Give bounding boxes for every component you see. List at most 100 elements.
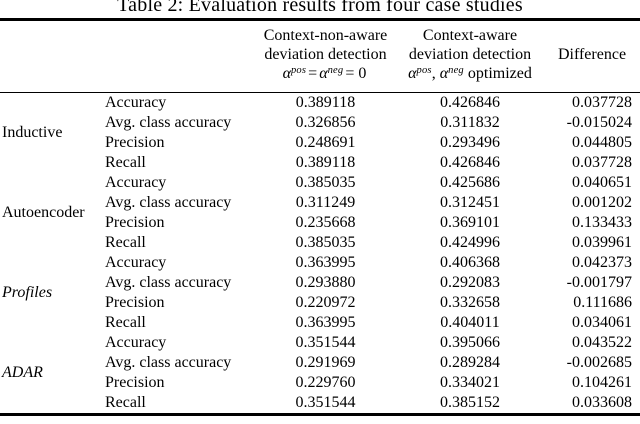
case-study-label-autoencoder: Autoencoder bbox=[2, 204, 85, 221]
value-context-aware: 0.425686 bbox=[440, 174, 500, 191]
value-context-aware: 0.369101 bbox=[440, 214, 500, 231]
value-context-aware: 0.289284 bbox=[440, 354, 500, 371]
header-line: deviation detection bbox=[264, 46, 387, 63]
superscript-pos: pos bbox=[416, 65, 432, 76]
metric-label: Precision bbox=[105, 134, 165, 151]
value-difference: -0.002685 bbox=[566, 354, 632, 371]
alpha-zero-formula: αpos = αneg = 0 bbox=[255, 64, 396, 83]
metric-label: Precision bbox=[105, 374, 165, 391]
evaluation-results-table: Context-non-aware deviation detection αp… bbox=[0, 18, 640, 416]
value-context-non-aware: 0.363995 bbox=[295, 314, 356, 331]
metric-label: Avg. class accuracy bbox=[105, 194, 232, 211]
column-header-context-non-aware: Context-non-aware deviation detection αp… bbox=[255, 19, 396, 93]
metric-label: Accuracy bbox=[105, 334, 167, 351]
table-row: Recall 0.351544 0.385152 0.033608 bbox=[0, 393, 640, 415]
value-context-aware: 0.311832 bbox=[440, 114, 500, 131]
case-study-label-inductive: Inductive bbox=[2, 124, 63, 141]
table-body: Inductive Accuracy 0.389118 0.426846 0.0… bbox=[0, 93, 640, 415]
metric-label: Recall bbox=[105, 314, 146, 331]
value-difference: 0.001202 bbox=[572, 194, 632, 211]
value-context-non-aware: 0.229760 bbox=[295, 374, 356, 391]
value-difference: 0.043522 bbox=[572, 334, 632, 351]
superscript-neg: neg bbox=[448, 65, 464, 76]
table-row: Precision 0.229760 0.334021 0.104261 bbox=[0, 373, 640, 393]
value-context-aware: 0.292083 bbox=[440, 274, 500, 291]
alpha-optimized-formula: αpos, αneg optimized bbox=[396, 64, 544, 83]
table-row: Autoencoder Accuracy 0.385035 0.425686 0… bbox=[0, 173, 640, 221]
table-row: ADAR Accuracy 0.351544 0.395066 0.043522 bbox=[0, 333, 640, 381]
optimized-text: optimized bbox=[467, 65, 532, 82]
value-difference: 0.104261 bbox=[572, 374, 632, 391]
value-context-non-aware: 0.385035 bbox=[295, 174, 356, 191]
header-line-empty bbox=[544, 26, 640, 45]
table-row: Precision 0.235668 0.369101 0.133433 bbox=[0, 213, 640, 233]
value-context-non-aware: 0.351544 bbox=[295, 394, 356, 411]
alpha-symbol: α bbox=[408, 65, 417, 82]
table-header: Context-non-aware deviation detection αp… bbox=[0, 19, 640, 93]
value-context-aware: 0.426846 bbox=[440, 154, 500, 171]
value-context-non-aware: 0.385035 bbox=[295, 234, 356, 251]
metric-label: Recall bbox=[105, 154, 146, 171]
alpha-symbol: α bbox=[282, 65, 291, 82]
value-context-non-aware: 0.291969 bbox=[295, 354, 356, 371]
table-row: Precision 0.248691 0.293496 0.044805 bbox=[0, 133, 640, 153]
value-context-aware: 0.332658 bbox=[440, 294, 500, 311]
value-context-aware: 0.385152 bbox=[440, 394, 500, 411]
table-row: Inductive Accuracy 0.389118 0.426846 0.0… bbox=[0, 93, 640, 141]
value-difference: 0.039961 bbox=[572, 234, 632, 251]
value-context-aware: 0.424996 bbox=[440, 234, 500, 251]
table-row: Profiles Accuracy 0.363995 0.406368 0.04… bbox=[0, 253, 640, 301]
value-context-aware: 0.404011 bbox=[440, 314, 500, 331]
value-context-aware: 0.406368 bbox=[440, 254, 500, 271]
value-difference: 0.040651 bbox=[572, 174, 632, 191]
value-difference: 0.037728 bbox=[572, 94, 632, 111]
value-context-non-aware: 0.351544 bbox=[295, 334, 356, 351]
metric-label: Recall bbox=[105, 394, 146, 411]
column-header-context-aware: Context-aware deviation detection αpos, … bbox=[396, 19, 544, 93]
value-context-non-aware: 0.326856 bbox=[295, 114, 356, 131]
metric-label: Avg. class accuracy bbox=[105, 114, 232, 131]
header-row: Context-non-aware deviation detection αp… bbox=[0, 19, 640, 93]
value-context-non-aware: 0.293880 bbox=[295, 274, 356, 291]
value-difference: 0.034061 bbox=[572, 314, 632, 331]
metric-label: Precision bbox=[105, 294, 165, 311]
metric-label: Recall bbox=[105, 234, 146, 251]
table-row: Avg. class accuracy 0.291969 0.289284 -0… bbox=[0, 353, 640, 373]
metric-label: Avg. class accuracy bbox=[105, 354, 232, 371]
value-difference: 0.037728 bbox=[572, 154, 632, 171]
header-spacer-cell bbox=[0, 19, 255, 93]
table-row: Recall 0.385035 0.424996 0.039961 bbox=[0, 233, 640, 253]
table-row: Avg. class accuracy 0.293880 0.292083 -0… bbox=[0, 273, 640, 293]
value-difference: 0.111686 bbox=[573, 294, 632, 311]
table-row: Avg. class accuracy 0.326856 0.311832 -0… bbox=[0, 113, 640, 133]
header-line: Difference bbox=[557, 46, 627, 63]
value-difference: 0.033608 bbox=[572, 394, 632, 411]
value-context-non-aware: 0.220972 bbox=[295, 294, 356, 311]
value-difference: 0.133433 bbox=[572, 214, 632, 231]
value-context-aware: 0.426846 bbox=[440, 94, 500, 111]
metric-label: Accuracy bbox=[105, 254, 167, 271]
value-context-non-aware: 0.389118 bbox=[295, 94, 356, 111]
case-study-label-profiles: Profiles bbox=[2, 284, 53, 301]
metric-label: Avg. class accuracy bbox=[105, 274, 232, 291]
equals-sign: = bbox=[308, 65, 318, 82]
value-context-aware: 0.395066 bbox=[440, 334, 500, 351]
value-context-non-aware: 0.235668 bbox=[295, 214, 356, 231]
value-context-non-aware: 0.311249 bbox=[295, 194, 356, 211]
alpha-symbol: α bbox=[319, 65, 328, 82]
value-difference: -0.001797 bbox=[566, 274, 632, 291]
table-caption: Table 2: Evaluation results from four ca… bbox=[117, 0, 523, 16]
metric-label: Precision bbox=[105, 214, 165, 231]
value-context-non-aware: 0.363995 bbox=[295, 254, 356, 271]
superscript-pos: pos bbox=[290, 65, 307, 76]
value-context-aware: 0.293496 bbox=[440, 134, 500, 151]
header-line: Context-aware bbox=[422, 27, 518, 44]
table-row: Precision 0.220972 0.332658 0.111686 bbox=[0, 293, 640, 313]
metric-label: Accuracy bbox=[105, 174, 167, 191]
value-difference: 0.042373 bbox=[572, 254, 632, 271]
value-difference: 0.044805 bbox=[572, 134, 632, 151]
value-context-non-aware: 0.248691 bbox=[295, 134, 356, 151]
table-row: Recall 0.363995 0.404011 0.034061 bbox=[0, 313, 640, 333]
comma: , bbox=[431, 65, 436, 82]
